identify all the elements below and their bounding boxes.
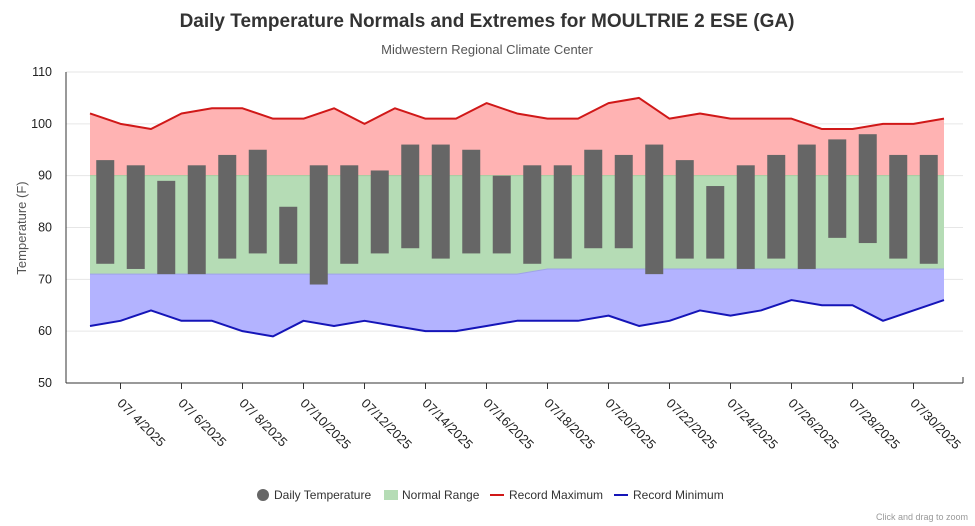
x-tick-label: 07/14/2025 bbox=[419, 396, 476, 453]
legend-item-record-maximum[interactable]: Record Maximum bbox=[490, 488, 603, 502]
record-lines bbox=[89, 96, 945, 338]
legend-marker-daily-temperature bbox=[257, 489, 269, 501]
axes bbox=[65, 72, 964, 384]
chart-credit: Click and drag to zoom bbox=[876, 512, 968, 522]
legend-item-record-minimum[interactable]: Record Minimum bbox=[614, 488, 724, 502]
normal-range-area bbox=[90, 175, 944, 275]
daily-temperature-bar bbox=[492, 175, 511, 254]
daily-temperature-bar bbox=[279, 206, 298, 264]
x-tick-label: 07/ 8/2025 bbox=[236, 396, 290, 450]
x-axis-ticks: 07/ 4/2025 07/ 6/2025 07/ 8/2025 07/10/2025… bbox=[114, 383, 964, 452]
daily-temperature-bar bbox=[889, 154, 908, 259]
x-tick-label: 07/10/2025 bbox=[297, 396, 354, 453]
daily-temperature-bar bbox=[553, 165, 572, 259]
daily-temperature-bar bbox=[706, 186, 725, 259]
background-bands bbox=[90, 97, 944, 337]
legend-label-record-maximum: Record Maximum bbox=[509, 488, 603, 502]
daily-temperature-bar bbox=[218, 154, 237, 259]
record-maximum-line bbox=[89, 96, 945, 131]
daily-temperature-bar bbox=[919, 154, 938, 264]
daily-temperature-bar bbox=[584, 149, 603, 249]
daily-temperature-bar bbox=[523, 165, 542, 264]
legend-item-normal-range[interactable]: Normal Range bbox=[384, 488, 480, 502]
x-tick-label: 07/ 4/2025 bbox=[114, 396, 168, 450]
chart-subtitle: Midwestern Regional Climate Center bbox=[381, 42, 593, 57]
daily-temperature-bar bbox=[370, 170, 389, 254]
daily-temperature-bar bbox=[96, 160, 115, 264]
legend-item-daily-temperature[interactable]: Daily Temperature bbox=[257, 488, 371, 502]
x-tick-label: 07/22/2025 bbox=[663, 396, 720, 453]
legend: Daily Temperature Normal Range Record Ma… bbox=[257, 488, 724, 502]
daily-temperature-bar bbox=[126, 165, 145, 269]
daily-temperature-bar bbox=[431, 144, 450, 259]
daily-temperature-bar bbox=[309, 165, 328, 285]
y-tick-label-80: 80 bbox=[38, 221, 52, 235]
y-tick-label-110: 110 bbox=[32, 65, 52, 79]
legend-label-normal-range: Normal Range bbox=[402, 488, 480, 502]
daily-temperature-bar bbox=[248, 149, 267, 254]
y-axis-ticks: 50 60 70 80 90 100 110 bbox=[31, 65, 52, 390]
y-tick-label-90: 90 bbox=[38, 169, 52, 183]
x-tick-label: 07/12/2025 bbox=[358, 396, 415, 453]
daily-temperature-bar bbox=[340, 165, 359, 264]
x-tick-label: 07/28/2025 bbox=[846, 396, 903, 453]
record-minimum-area bbox=[90, 268, 944, 337]
daily-temperature-bar bbox=[767, 154, 786, 259]
daily-temperature-bar bbox=[614, 154, 633, 249]
x-tick-label: 07/16/2025 bbox=[480, 396, 537, 453]
daily-temperature-bar bbox=[401, 144, 420, 249]
y-tick-label-70: 70 bbox=[38, 272, 52, 286]
y-tick-label-100: 100 bbox=[31, 117, 52, 131]
daily-temperature-bar bbox=[645, 144, 664, 275]
daily-temperature-bar bbox=[675, 160, 694, 259]
daily-temperature-bars bbox=[96, 134, 938, 285]
daily-temperature-bar bbox=[797, 144, 816, 269]
legend-label-record-minimum: Record Minimum bbox=[633, 488, 724, 502]
y-tick-label-60: 60 bbox=[38, 324, 52, 338]
x-tick-label: 07/20/2025 bbox=[602, 396, 659, 453]
y-axis-title: Temperature (F) bbox=[14, 181, 29, 274]
daily-temperature-bar bbox=[462, 149, 481, 254]
x-tick-label: 07/24/2025 bbox=[724, 396, 781, 453]
daily-temperature-bar bbox=[828, 139, 847, 238]
record-minimum-line bbox=[89, 299, 945, 338]
chart-title: Daily Temperature Normals and Extremes f… bbox=[180, 11, 795, 32]
daily-temperature-bar bbox=[736, 165, 755, 269]
x-tick-label: 07/ 6/2025 bbox=[175, 396, 229, 450]
legend-label-daily-temperature: Daily Temperature bbox=[274, 488, 371, 502]
y-tick-label-50: 50 bbox=[38, 376, 52, 390]
daily-temperature-bar bbox=[858, 134, 877, 244]
x-tick-label: 07/18/2025 bbox=[541, 396, 598, 453]
daily-temperature-bar bbox=[187, 165, 206, 275]
x-tick-label: 07/30/2025 bbox=[907, 396, 964, 453]
legend-marker-normal-range bbox=[384, 490, 398, 500]
record-maximum-area bbox=[90, 97, 944, 176]
daily-temperature-bar bbox=[157, 180, 176, 275]
x-tick-label: 07/26/2025 bbox=[785, 396, 842, 453]
